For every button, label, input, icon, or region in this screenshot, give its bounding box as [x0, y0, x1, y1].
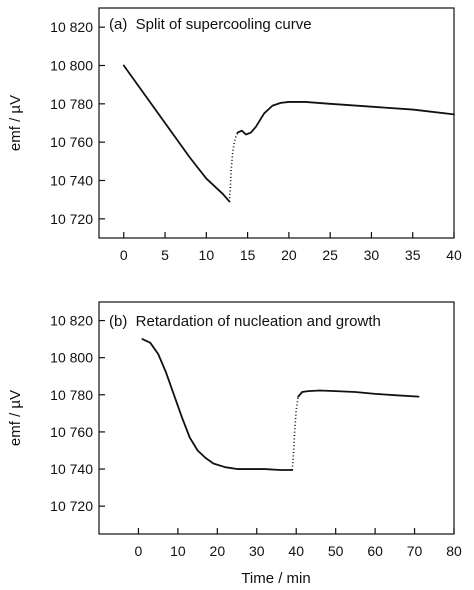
panel-b-xtick-label: 50 — [328, 543, 344, 559]
panel-a-emf-curve-segment-2 — [236, 101, 455, 136]
panel-b-xtick-label: 0 — [135, 543, 143, 559]
panel-a-ytick-label: 10 740 — [50, 173, 93, 189]
panel-b-frame — [98, 301, 455, 535]
panel-a: (a) Split of supercooling curve emf / µV… — [7, 7, 462, 263]
panel-b-ytick-label: 10 720 — [50, 498, 93, 514]
panel-b: (b) Retardation of nucleation and growth… — [7, 301, 462, 587]
panel-b-title: (b) Retardation of nucleation and growth — [109, 313, 381, 330]
panel-a-ytick-label: 10 820 — [50, 19, 93, 35]
panel-b-emf-curve-dotted-segment-1 — [291, 396, 299, 471]
panel-b-emf-curve-segment-0 — [141, 338, 294, 471]
panel-a-xtick-label: 5 — [161, 247, 169, 263]
panel-b-emf-curve-segment-2 — [297, 389, 420, 398]
panel-a-xtick-label: 20 — [281, 247, 297, 263]
panel-b-xtick-label: 10 — [170, 543, 186, 559]
panel-a-title: (a) Split of supercooling curve — [109, 16, 312, 33]
panel-a-frame — [98, 7, 455, 239]
panel-b-xtick-label: 20 — [210, 543, 226, 559]
panel-a-xtick-label: 0 — [120, 247, 128, 263]
panel-b-ytick-label: 10 760 — [50, 424, 93, 440]
panel-a-ylabel: emf / µV — [7, 95, 24, 151]
panel-a-ytick-label: 10 760 — [50, 134, 93, 150]
panel-a-ytick-label: 10 780 — [50, 96, 93, 112]
panel-a-xtick-label: 30 — [364, 247, 380, 263]
panel-b-xtick-label: 60 — [367, 543, 383, 559]
panel-b-xtick-label: 70 — [407, 543, 423, 559]
panel-b-xtick-label: 40 — [288, 543, 304, 559]
panel-b-ytick-label: 10 780 — [50, 387, 93, 403]
panel-b-ytick-label: 10 800 — [50, 350, 93, 366]
panel-a-ytick-label: 10 800 — [50, 58, 93, 74]
panel-b-ytick-label: 10 740 — [50, 461, 93, 477]
panel-a-emf-curve-segment-0 — [122, 64, 231, 203]
panel-a-xtick-label: 15 — [240, 247, 256, 263]
panel-a-emf-curve-dotted-segment-1 — [228, 132, 239, 202]
panel-a-xtick-label: 25 — [322, 247, 338, 263]
panel-b-xlabel: Time / min — [241, 570, 310, 587]
panel-a-xtick-label: 10 — [199, 247, 215, 263]
panel-a-xtick-label: 40 — [446, 247, 462, 263]
panel-a-ytick-label: 10 720 — [50, 211, 93, 227]
panel-a-xtick-label: 35 — [405, 247, 421, 263]
panel-b-ylabel: emf / µV — [7, 390, 24, 446]
panel-b-xtick-label: 30 — [249, 543, 265, 559]
panel-b-ytick-label: 10 820 — [50, 313, 93, 329]
panel-b-xtick-label: 80 — [446, 543, 462, 559]
